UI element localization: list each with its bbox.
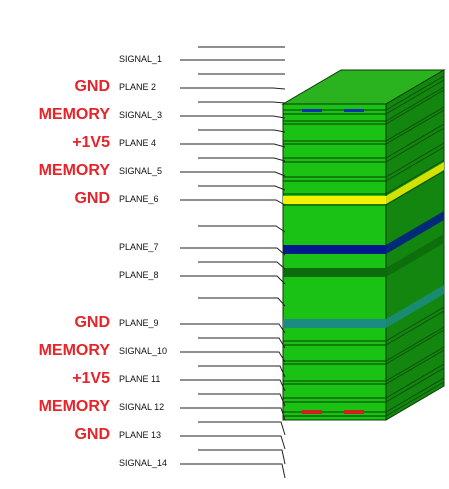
plane-band-side [386, 162, 444, 204]
layer-line-side [385, 349, 445, 385]
layer-label-p13: PLANE 13 [119, 430, 162, 440]
leader-line [180, 199, 286, 206]
leader-line [180, 275, 286, 285]
layer-line-side [385, 89, 445, 125]
leader-line [180, 379, 286, 392]
net-label-p2: GND [74, 78, 110, 95]
layer-line-side [385, 329, 445, 365]
layer-label-s5: SIGNAL_5 [119, 166, 163, 176]
layer-line-side [385, 377, 445, 413]
layer-label-p11: PLANE 11 [119, 374, 161, 384]
separator-line [198, 129, 286, 133]
layer-label-s12: SIGNAL 12 [119, 402, 165, 412]
layer-line-side [385, 142, 445, 178]
separator-line [198, 393, 286, 407]
separator-line [198, 185, 286, 191]
leader-line [180, 87, 286, 90]
separator-line [198, 261, 286, 270]
layer-line-side [385, 146, 445, 182]
layer-line-side [385, 346, 445, 382]
separator-line [198, 449, 286, 465]
plane-band-front [283, 245, 386, 254]
layer-line-side [385, 367, 445, 403]
leader-line [180, 407, 286, 421]
layer-line-side [385, 363, 445, 399]
separator-line [198, 101, 286, 104]
layer-line-side [385, 109, 445, 145]
layer-label-s1: SIGNAL_1 [119, 54, 163, 64]
layer-label-p4: PLANE 4 [119, 138, 157, 148]
separator-line [198, 421, 286, 436]
layer-line-side [385, 86, 445, 122]
separator-line [198, 225, 286, 233]
leader-line [180, 323, 286, 334]
net-label-s12: MEMORY [38, 398, 110, 415]
plane-band-front [283, 268, 386, 277]
layer-label-p2: PLANE 2 [119, 82, 157, 92]
board-front-face [282, 103, 387, 421]
leader-line [180, 115, 286, 119]
plane-band-side [386, 285, 444, 328]
layer-line-side [385, 159, 445, 195]
layer-line-side [385, 170, 445, 206]
pad-top [344, 109, 364, 112]
layer-label-p6: PLANE_6 [119, 194, 159, 204]
leader-line [180, 171, 286, 177]
layer-label-s14: SIGNAL_14 [119, 458, 168, 468]
net-label-s3: MEMORY [38, 106, 110, 123]
plane-band-side [386, 211, 444, 254]
separator-line [198, 337, 286, 349]
leader-line [180, 247, 286, 256]
layer-label-p8: PLANE_8 [119, 270, 159, 280]
layer-line-side [385, 75, 445, 111]
net-label-p6: GND [74, 190, 110, 207]
layer-line-side [385, 106, 445, 142]
layer-line-side [385, 306, 445, 342]
leader-line [180, 463, 286, 479]
net-label-p4: +1V5 [72, 134, 110, 151]
layer-line-side [385, 326, 445, 362]
layer-line-side [385, 310, 445, 346]
leader-line [180, 435, 286, 450]
leader-line [180, 143, 286, 148]
net-label-s5: MEMORY [38, 162, 110, 179]
net-label-p13: GND [74, 426, 110, 443]
pad-bottom [344, 410, 364, 414]
layer-line-side [385, 79, 445, 115]
layer-label-p9: PLANE_9 [119, 318, 159, 328]
layer-line-side [385, 381, 445, 417]
pad-top [302, 109, 322, 112]
net-label-p11: +1V5 [72, 370, 110, 387]
net-label-s10: MEMORY [38, 342, 110, 359]
pad-bottom [302, 410, 322, 414]
layer-line-side [385, 123, 445, 159]
plane-band-side [386, 234, 444, 277]
plane-band-front [283, 319, 386, 328]
separator-line [198, 157, 286, 162]
plane-band-front [283, 196, 386, 204]
separator-line [198, 297, 286, 307]
layer-line-side [385, 127, 445, 163]
leader-line [180, 351, 286, 363]
layer-label-s3: SIGNAL_3 [119, 110, 163, 120]
net-label-p9: GND [74, 314, 110, 331]
layer-label-s10: SIGNAL_10 [119, 346, 168, 356]
layer-label-p7: PLANE_7 [119, 242, 159, 252]
separator-line [198, 365, 286, 378]
